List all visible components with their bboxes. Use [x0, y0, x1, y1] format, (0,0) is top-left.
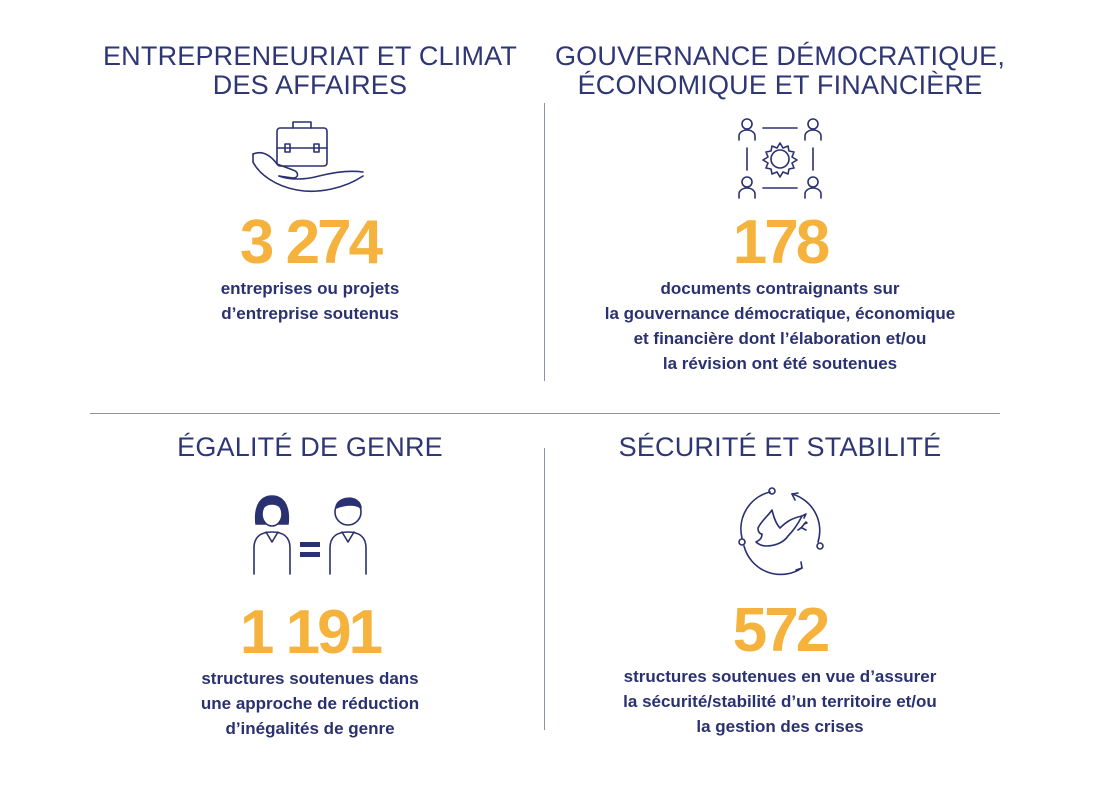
people-gear-network-icon	[735, 114, 825, 206]
stat-value: 3 274	[239, 208, 383, 277]
stat-description: structures soutenues dans une approche d…	[201, 666, 419, 741]
title-line: ÉCONOMIQUE ET FINANCIÈRE	[577, 70, 983, 100]
desc-line: et financière dont l’élaboration et/ou	[633, 329, 927, 348]
panel-title: ÉGALITÉ DE GENRE	[177, 433, 443, 462]
desc-line: la gouvernance démocratique, économique	[604, 304, 956, 323]
panel-gouvernance: GOUVERNANCE DÉMOCRATIQUE, ÉCONOMIQUE ET …	[555, 42, 1005, 376]
panel-egalite-genre: ÉGALITÉ DE GENRE 1 191 structures souten…	[90, 433, 530, 741]
panel-entrepreneuriat: ENTREPRENEURIAT ET CLIMAT DES AFFAIRES 3…	[90, 42, 530, 326]
stat-value: 178	[732, 208, 830, 277]
title-line: GOUVERNANCE DÉMOCRATIQUE,	[554, 41, 1006, 71]
desc-line: entreprises ou projets	[220, 279, 400, 298]
desc-line: d’entreprise soutenus	[221, 304, 399, 323]
desc-line: d’inégalités de genre	[225, 719, 395, 738]
briefcase-hand-icon	[245, 114, 375, 206]
stat-description: documents contraignants sur la gouvernan…	[605, 276, 955, 376]
desc-line: la sécurité/stabilité d’un territoire et…	[623, 692, 937, 711]
desc-line: structures soutenues en vue d’assurer	[623, 667, 937, 686]
desc-line: une approche de réduction	[200, 694, 420, 713]
title-line: DES AFFAIRES	[212, 70, 408, 100]
vertical-divider-bottom	[544, 448, 545, 730]
panel-title: SÉCURITÉ ET STABILITÉ	[619, 433, 942, 462]
stat-value: 1 191	[239, 598, 383, 667]
desc-line: documents contraignants sur	[660, 279, 900, 298]
panel-title: GOUVERNANCE DÉMOCRATIQUE, ÉCONOMIQUE ET …	[555, 42, 1005, 100]
panel-title: ENTREPRENEURIAT ET CLIMAT DES AFFAIRES	[103, 42, 517, 100]
title-line: SÉCURITÉ ET STABILITÉ	[618, 432, 942, 462]
woman-equals-man-icon	[250, 492, 370, 578]
stat-description: structures soutenues en vue d’assurer la…	[623, 664, 937, 739]
desc-line: la révision ont été soutenues	[662, 354, 898, 373]
panel-securite-stabilite: SÉCURITÉ ET STABILITÉ 572 structures sou…	[555, 433, 1005, 739]
vertical-divider-top	[544, 103, 545, 381]
title-line: ENTREPRENEURIAT ET CLIMAT	[102, 41, 518, 71]
stat-description: entreprises ou projets d’entreprise sout…	[221, 276, 400, 326]
desc-line: structures soutenues dans	[201, 669, 419, 688]
peace-dove-cycle-icon	[732, 484, 828, 576]
stat-value: 572	[732, 596, 830, 665]
desc-line: la gestion des crises	[696, 717, 864, 736]
horizontal-divider	[90, 413, 1000, 414]
title-line: ÉGALITÉ DE GENRE	[177, 432, 443, 462]
